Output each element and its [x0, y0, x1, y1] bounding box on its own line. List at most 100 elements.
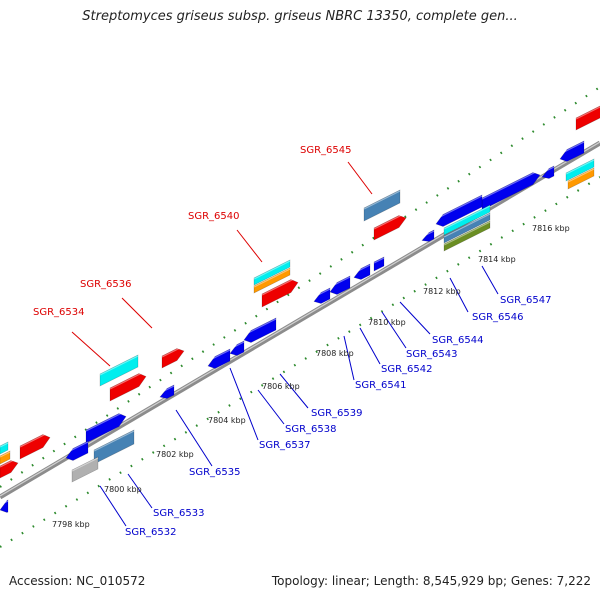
gene-feature-highlight — [443, 221, 491, 246]
kbp-label: 7808 kbp — [316, 349, 354, 358]
gene-feature[interactable] — [229, 340, 245, 356]
gene-feature-highlight — [373, 212, 407, 230]
gene-label[interactable]: SGR_6537 — [259, 440, 311, 451]
gene-feature[interactable] — [65, 440, 89, 461]
gene-feature-highlight — [575, 106, 600, 120]
gene-feature-highlight — [19, 431, 51, 448]
gene-feature-highlight — [93, 430, 135, 452]
gene-feature-highlight — [565, 159, 595, 175]
gene-feature-highlight — [0, 442, 9, 448]
gene-feature[interactable] — [253, 259, 291, 286]
gene-label[interactable]: SGR_6539 — [311, 408, 363, 419]
genome-summary-text: Topology: linear; Length: 8,545,929 bp; … — [271, 574, 591, 588]
gene-feature[interactable] — [421, 229, 435, 242]
gene-feature-highlight — [159, 385, 175, 394]
gene-feature-highlight — [0, 451, 11, 458]
gene-feature[interactable] — [443, 204, 491, 236]
gene-feature[interactable] — [353, 263, 371, 280]
gene-feature[interactable] — [373, 256, 385, 272]
gene-label[interactable]: SGR_6535 — [189, 467, 241, 478]
kbp-label: 7804 kbp — [208, 416, 246, 425]
gene-feature[interactable] — [207, 348, 231, 369]
gene-label[interactable]: SGR_6540 — [188, 211, 240, 222]
callout-line — [99, 485, 127, 527]
gene-feature-highlight — [161, 345, 185, 358]
gene-feature[interactable] — [0, 441, 9, 455]
gene-label[interactable]: SGR_6541 — [355, 380, 407, 391]
callout-line — [399, 301, 431, 335]
gene-feature-highlight — [99, 355, 139, 376]
gene-feature[interactable] — [243, 317, 277, 343]
callout-line — [71, 331, 111, 367]
gene-label[interactable]: SGR_6536 — [80, 279, 132, 290]
gene-label[interactable]: SGR_6547 — [500, 295, 552, 306]
gene-features — [0, 103, 600, 513]
gene-feature-highlight — [0, 457, 19, 468]
accession-text: Accession: NC_010572 — [9, 574, 146, 588]
callout-line — [279, 373, 309, 409]
gene-feature[interactable] — [99, 354, 139, 387]
gene-feature[interactable] — [481, 172, 541, 211]
gene-feature-highlight — [421, 230, 435, 238]
gene-label[interactable]: SGR_6532 — [125, 527, 177, 538]
gene-feature[interactable] — [313, 287, 331, 304]
gene-feature[interactable] — [0, 450, 11, 465]
gene-feature[interactable] — [443, 220, 491, 252]
gene-feature-highlight — [567, 168, 595, 183]
gene-feature-highlight — [207, 349, 231, 362]
callout-line — [343, 335, 355, 381]
kbp-label: 7798 kbp — [52, 520, 90, 529]
gene-feature[interactable] — [329, 275, 351, 295]
gene-feature[interactable] — [261, 279, 299, 308]
gene-label[interactable]: SGR_6542 — [381, 364, 433, 375]
gene-feature[interactable] — [0, 499, 9, 513]
gene-feature[interactable] — [435, 194, 483, 227]
gene-feature-highlight — [109, 370, 147, 390]
gene-feature-highlight — [261, 276, 299, 296]
callout-line — [257, 389, 285, 425]
kbp-scale-labels: 7798 kbp 7800 kbp 7802 kbp 7804 kbp 7806 kbp… — [52, 224, 570, 529]
gene-feature-highlight — [329, 276, 351, 288]
gene-label[interactable]: SGR_6538 — [285, 424, 337, 435]
gene-feature-highlight — [253, 268, 291, 288]
gene-callouts: SGR_6534 SGR_6536 SGR_6540 SGR_6545 SGR_6532… — [33, 145, 552, 538]
chromosome-line — [0, 140, 600, 500]
gene-feature[interactable] — [85, 413, 127, 444]
gene-label[interactable]: SGR_6534 — [33, 307, 85, 318]
gene-feature[interactable] — [559, 140, 585, 162]
gene-label[interactable]: SGR_6546 — [472, 312, 524, 323]
gene-feature[interactable] — [541, 165, 555, 179]
gene-feature[interactable] — [373, 215, 407, 241]
callout-line — [481, 265, 499, 295]
gene-label[interactable]: SGR_6545 — [300, 145, 352, 156]
gene-feature[interactable] — [253, 267, 291, 294]
gene-feature-highlight — [541, 166, 555, 174]
gene-label[interactable]: SGR_6543 — [406, 349, 458, 360]
page-title: Streptomyces griseus subsp. griseus NBRC… — [82, 9, 518, 24]
gene-feature[interactable] — [71, 456, 99, 483]
kbp-label: 7800 kbp — [104, 485, 142, 494]
gene-feature[interactable] — [19, 434, 51, 460]
gene-feature-highlight — [435, 195, 483, 220]
gene-feature[interactable] — [159, 384, 175, 399]
gene-feature[interactable] — [161, 348, 185, 369]
gene-feature-highlight — [481, 169, 541, 200]
gene-feature[interactable] — [567, 167, 595, 190]
callout-line — [127, 473, 153, 509]
gene-feature[interactable] — [109, 373, 147, 402]
callout-line — [121, 297, 153, 329]
callout-line — [229, 367, 259, 441]
gene-feature[interactable] — [0, 460, 19, 479]
gene-feature[interactable] — [363, 189, 401, 222]
gene-label[interactable]: SGR_6533 — [153, 508, 205, 519]
gene-feature-highlight — [373, 257, 385, 264]
gene-feature[interactable] — [575, 103, 600, 131]
gene-feature[interactable] — [565, 158, 595, 182]
gene-label[interactable]: SGR_6544 — [432, 335, 484, 346]
kbp-label: 7806 kbp — [262, 382, 300, 391]
kbp-label: 7802 kbp — [156, 450, 194, 459]
gene-feature-highlight — [229, 341, 245, 350]
gene-feature[interactable] — [443, 212, 491, 244]
gene-feature-highlight — [353, 264, 371, 274]
